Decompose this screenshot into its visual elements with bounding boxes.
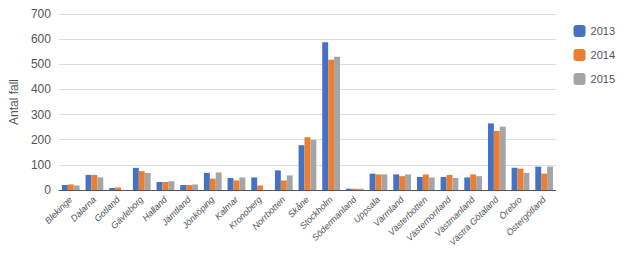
svg-text:Blekinge: Blekinge bbox=[43, 194, 74, 225]
svg-text:Västmanland: Västmanland bbox=[432, 194, 477, 239]
svg-text:Örebro: Örebro bbox=[497, 194, 524, 222]
svg-text:2015: 2015 bbox=[591, 73, 615, 85]
svg-text:100: 100 bbox=[31, 158, 51, 172]
svg-text:400: 400 bbox=[31, 82, 51, 96]
svg-text:2014: 2014 bbox=[591, 49, 615, 61]
svg-text:Jämtland: Jämtland bbox=[159, 194, 193, 228]
svg-text:Antal fall: Antal fall bbox=[7, 79, 21, 125]
svg-text:0: 0 bbox=[44, 183, 51, 197]
svg-text:Västra Götaland: Västra Götaland bbox=[447, 194, 501, 248]
svg-text:Västerbotten: Västerbotten bbox=[386, 194, 430, 238]
svg-text:Västernorrland: Västernorrland bbox=[404, 194, 453, 244]
svg-text:Dalarna: Dalarna bbox=[69, 194, 98, 223]
svg-text:Östergötland: Östergötland bbox=[504, 194, 548, 238]
svg-text:Uppsala: Uppsala bbox=[351, 194, 382, 225]
svg-text:Värmland: Värmland bbox=[371, 194, 406, 229]
svg-text:2013: 2013 bbox=[591, 25, 615, 37]
svg-text:700: 700 bbox=[31, 7, 51, 21]
svg-text:Kalmar: Kalmar bbox=[212, 194, 240, 222]
svg-text:Skåne: Skåne bbox=[285, 194, 311, 220]
svg-text:200: 200 bbox=[31, 133, 51, 147]
svg-text:Kronoberg: Kronoberg bbox=[226, 194, 264, 232]
svg-text:Halland: Halland bbox=[140, 194, 169, 224]
svg-text:500: 500 bbox=[31, 57, 51, 71]
svg-text:Gävleborg: Gävleborg bbox=[109, 194, 145, 230]
svg-text:Stockholm: Stockholm bbox=[297, 194, 335, 232]
svg-text:300: 300 bbox=[31, 108, 51, 122]
svg-text:Norrbotten: Norrbotten bbox=[250, 194, 287, 231]
svg-text:Jönköping: Jönköping bbox=[180, 194, 217, 231]
svg-text:Gotland: Gotland bbox=[92, 194, 122, 224]
svg-text:600: 600 bbox=[31, 32, 51, 46]
svg-text:Södermanland: Södermanland bbox=[309, 194, 359, 243]
